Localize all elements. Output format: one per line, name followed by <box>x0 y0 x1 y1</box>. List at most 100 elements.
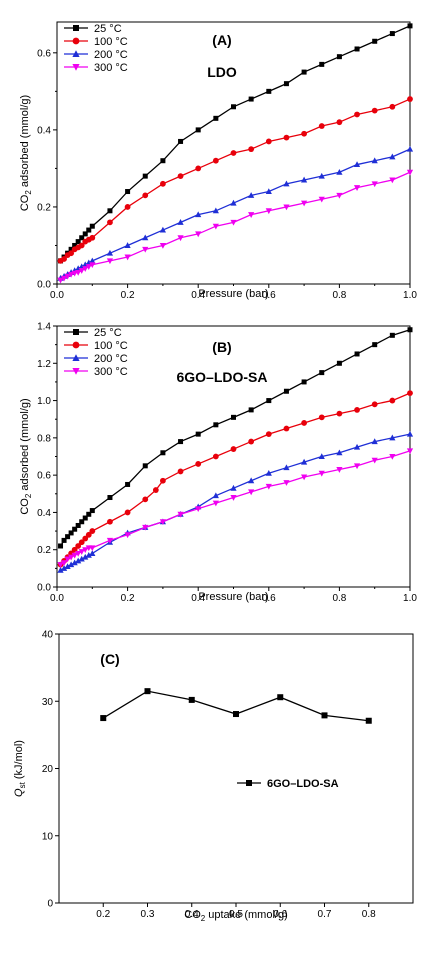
data-point <box>321 712 328 719</box>
data-point <box>68 554 75 561</box>
data-point <box>301 379 307 385</box>
x-tick-label: 0.4 <box>191 290 205 301</box>
data-point <box>188 696 195 703</box>
data-point <box>89 262 96 269</box>
data-point <box>142 192 149 199</box>
data-point <box>371 401 378 408</box>
y-axis-label: Qst (kJ/mol) <box>13 740 27 797</box>
data-point <box>354 351 360 357</box>
data-point <box>64 556 71 563</box>
data-point <box>283 464 290 471</box>
data-point <box>336 119 343 126</box>
data-point <box>195 506 202 512</box>
data-point <box>301 69 307 75</box>
plot-frame <box>58 633 414 904</box>
data-point <box>318 470 325 477</box>
series-3 <box>57 430 414 573</box>
series-line <box>60 433 411 571</box>
data-point <box>57 277 64 284</box>
data-point <box>231 104 236 110</box>
data-point <box>89 508 95 514</box>
data-point <box>265 208 272 215</box>
series-2 <box>57 390 413 568</box>
data-point <box>266 398 272 404</box>
data-point <box>212 223 219 230</box>
data-point <box>371 457 378 464</box>
data-point <box>353 185 361 191</box>
data-point <box>72 242 78 248</box>
data-point <box>389 153 396 160</box>
y-tick-label: 0.4 <box>37 508 51 519</box>
data-point <box>389 103 396 110</box>
chart-panel-2: 0.0 0.2 0.4 0.6 0.8 1.0 0.0 0.2 0.4 0.6 0.8 1.0 1.2 1… <box>19 322 417 605</box>
series-2 <box>57 96 413 264</box>
data-point <box>89 550 96 556</box>
y-tick-label: 0.8 <box>37 433 51 444</box>
data-point <box>248 192 255 198</box>
panel-label: (C) <box>100 651 119 667</box>
data-point <box>68 250 75 257</box>
data-point <box>389 397 396 404</box>
data-point <box>213 115 219 121</box>
data-point <box>177 219 184 225</box>
data-point <box>73 25 79 31</box>
data-point <box>71 270 78 277</box>
data-point <box>283 480 290 486</box>
data-point <box>277 694 284 701</box>
data-point <box>60 560 68 567</box>
data-point <box>125 189 131 195</box>
data-point <box>86 227 92 233</box>
data-point <box>106 249 114 256</box>
data-point <box>265 469 272 476</box>
data-point <box>82 553 89 560</box>
data-point <box>73 329 79 335</box>
data-point <box>78 555 85 562</box>
data-point <box>212 500 219 507</box>
y-axis-label: CO2 adsorbed (mmol/g) <box>19 398 33 514</box>
data-point <box>213 422 219 428</box>
data-point <box>407 23 413 29</box>
data-point <box>144 688 151 695</box>
data-point <box>265 188 272 195</box>
data-point <box>152 487 159 493</box>
panel-label: (A) <box>212 32 231 48</box>
data-point <box>406 430 414 437</box>
data-point <box>283 180 290 187</box>
data-point <box>82 266 89 272</box>
y-axis-label: CO2 adsorbed (mmol/g) <box>19 95 33 211</box>
x-tick-label: 0.2 <box>121 290 135 301</box>
data-point <box>68 271 75 278</box>
data-point <box>389 454 396 460</box>
data-point <box>75 522 81 528</box>
data-point <box>195 431 201 437</box>
data-point <box>124 204 131 210</box>
x-tick-label: 0.5 <box>229 909 243 920</box>
data-point <box>72 341 80 349</box>
x-tick-label: 1.0 <box>403 290 417 301</box>
data-point <box>68 530 74 536</box>
data-point <box>195 211 202 218</box>
legend-label: 300 °C <box>94 62 128 74</box>
y-tick-label: 30 <box>42 697 54 708</box>
x-tick-label: 0.8 <box>362 909 376 920</box>
data-point <box>283 204 290 211</box>
legend: 6GO–LDO-SA <box>237 778 339 790</box>
y-tick-label: 0.2 <box>37 202 51 213</box>
data-point <box>82 535 89 542</box>
data-point <box>301 176 308 183</box>
data-point <box>64 563 71 569</box>
data-point <box>195 127 201 133</box>
data-point <box>246 780 252 786</box>
data-point <box>318 453 325 459</box>
chart-title: LDO <box>207 64 237 80</box>
panel-label: (B) <box>212 339 231 355</box>
data-point <box>71 559 78 566</box>
x-tick-label: 0.8 <box>332 593 346 604</box>
data-point <box>265 483 272 490</box>
data-point <box>248 477 255 484</box>
data-point <box>371 157 378 164</box>
data-point <box>248 212 255 218</box>
data-point <box>301 458 308 465</box>
